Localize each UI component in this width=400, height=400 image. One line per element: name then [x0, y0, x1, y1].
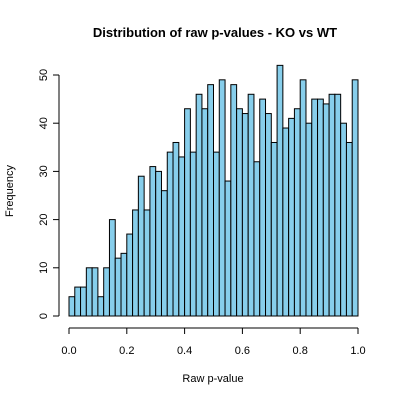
histogram-bar: [293, 108, 301, 317]
histogram-bar: [224, 180, 232, 317]
histogram-bar: [126, 233, 134, 317]
y-tick-label: 0: [38, 313, 50, 319]
histogram-bar: [120, 252, 128, 317]
x-axis-label: Raw p-value: [182, 373, 243, 385]
histogram-bar: [137, 175, 145, 317]
histogram-bar: [91, 267, 99, 317]
y-axis: 0 10 20 30 40 50: [38, 69, 60, 319]
y-tick-label: 30: [38, 165, 50, 177]
y-tick-label: 50: [38, 69, 50, 81]
histogram-bar: [149, 166, 157, 317]
histogram-bar: [68, 296, 76, 317]
x-tick-label: 0.4: [177, 345, 192, 357]
histogram-bar: [213, 151, 220, 317]
histogram-bar: [282, 127, 290, 317]
histogram-bar: [74, 286, 82, 317]
x-tick-label: 0.2: [119, 345, 134, 357]
histogram-bar: [345, 141, 353, 317]
histogram-bar: [305, 122, 313, 317]
x-tick-label: 0.8: [293, 345, 308, 357]
histogram-bar: [259, 98, 267, 317]
histogram-bar: [195, 93, 203, 317]
histogram-bar: [322, 103, 330, 317]
y-axis-label: Frequency: [4, 165, 16, 217]
histogram-bar: [241, 113, 249, 317]
histogram-bar: [253, 161, 261, 317]
histogram-bar: [155, 170, 162, 317]
histogram-bar: [230, 84, 238, 317]
x-tick-label: 0.0: [61, 345, 76, 357]
histogram-bar: [80, 286, 87, 317]
histogram-bar: [288, 117, 295, 317]
y-tick-label: 20: [38, 213, 50, 225]
x-axis: 0.0 0.2 0.4 0.6 0.8 1.0: [61, 327, 366, 357]
histogram-bar: [114, 257, 122, 317]
histogram-bar: [299, 79, 307, 317]
histogram-bar: [178, 156, 186, 317]
histogram-bar: [265, 113, 272, 317]
histogram-bar: [247, 93, 255, 317]
histogram-bar: [334, 93, 342, 317]
x-tick-label: 1.0: [350, 345, 365, 357]
histogram-bar: [108, 219, 116, 317]
chart-title: Distribution of raw p-values - KO vs WT: [93, 25, 337, 40]
histogram-bar: [189, 151, 197, 317]
histogram-bar: [97, 296, 105, 317]
histogram-bar: [351, 79, 359, 317]
histogram-bar: [270, 141, 278, 317]
histogram-bar: [218, 79, 226, 317]
bars-group: [68, 64, 359, 317]
histogram-bar: [103, 267, 110, 317]
histogram-bar: [276, 64, 284, 317]
histogram-bar: [207, 84, 215, 317]
histogram-bar: [172, 141, 180, 317]
histogram-bar: [166, 151, 174, 317]
x-tick-label: 0.6: [235, 345, 250, 357]
histogram-bar: [85, 267, 93, 317]
histogram-bar: [201, 108, 209, 317]
histogram-bar: [236, 108, 243, 317]
histogram-bar: [160, 190, 168, 317]
histogram-bar: [328, 93, 336, 317]
histogram-bar: [184, 108, 191, 317]
histogram-bar: [340, 122, 347, 317]
histogram-bar: [143, 209, 151, 317]
y-tick-label: 40: [38, 117, 50, 129]
y-tick-label: 10: [38, 262, 50, 274]
histogram-bar: [317, 98, 324, 317]
histogram-bar: [132, 209, 139, 317]
histogram-bar: [311, 98, 319, 317]
